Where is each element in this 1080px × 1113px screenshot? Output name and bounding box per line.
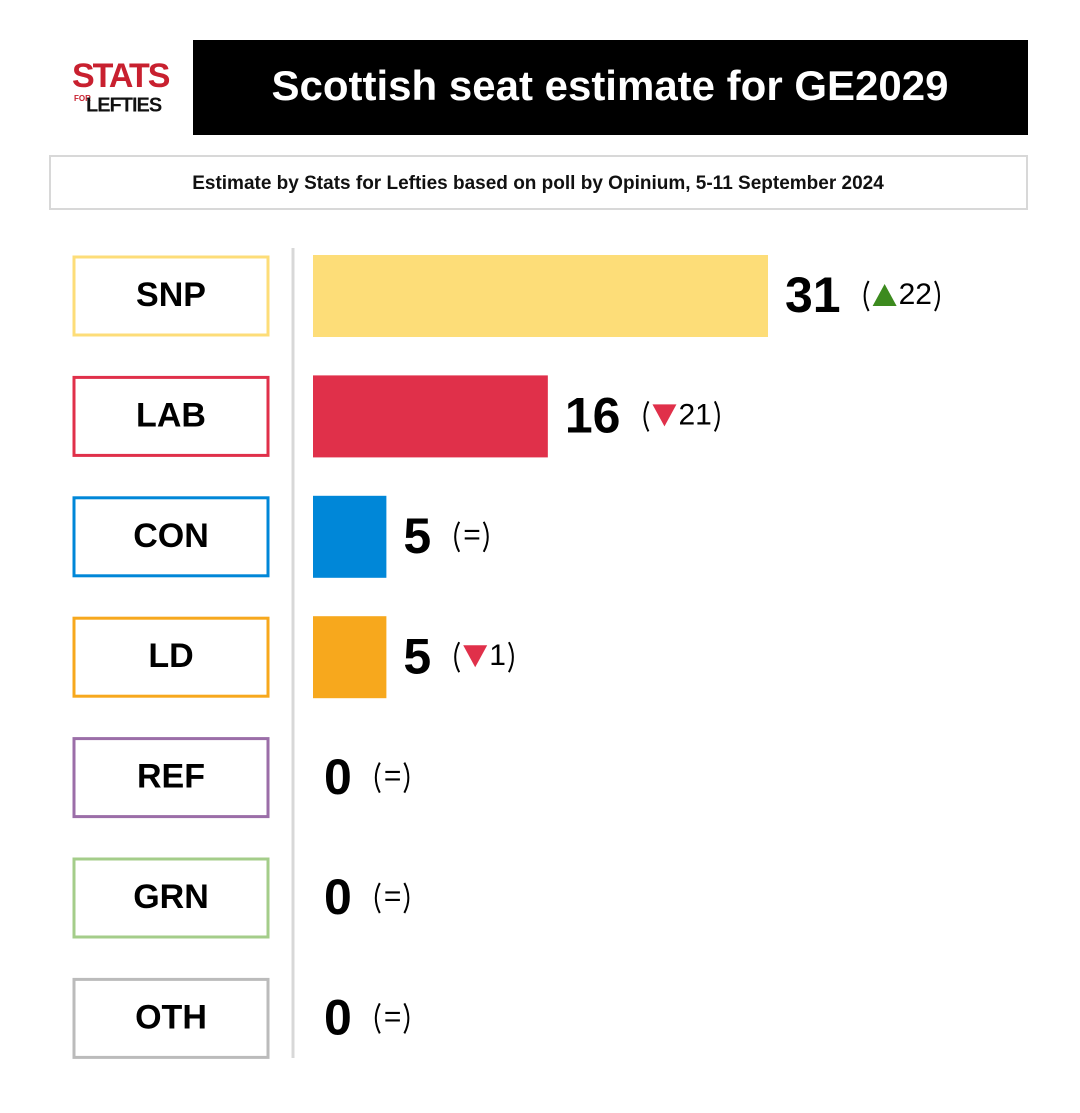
category-box — [72, 977, 270, 1059]
value-label: 5 — [403, 508, 431, 564]
category-box — [72, 616, 270, 698]
value-label: 0 — [324, 869, 352, 925]
category-label: CON — [133, 517, 209, 555]
change-arrow — [872, 284, 897, 306]
logo: STATS FOR LEFTIES — [72, 57, 172, 116]
logo-small: FOR — [74, 94, 91, 103]
paren — [374, 882, 381, 914]
change-arrow — [463, 645, 488, 668]
category-label: LD — [148, 637, 193, 675]
paren — [863, 280, 870, 312]
category-box — [72, 737, 270, 819]
category-label: OTH — [135, 998, 207, 1036]
paren — [374, 762, 381, 794]
category-label: GRN — [133, 878, 209, 916]
change-arrow — [652, 404, 677, 427]
logo-top: STATS — [72, 57, 170, 95]
bar — [313, 255, 768, 337]
paren — [934, 280, 940, 312]
category-label: REF — [137, 758, 205, 796]
paren — [643, 400, 650, 432]
value-label: 16 — [565, 388, 621, 444]
paren — [454, 521, 461, 553]
paren — [713, 400, 720, 432]
change-label: = — [384, 760, 402, 793]
paren — [454, 641, 461, 673]
paren — [403, 882, 410, 914]
value-label: 31 — [785, 267, 841, 323]
change-label: 21 — [678, 398, 711, 431]
change-label: 22 — [899, 278, 932, 311]
change-label: = — [384, 1000, 402, 1033]
change-label: = — [463, 519, 481, 552]
paren — [403, 1002, 410, 1034]
change-label: = — [384, 880, 402, 913]
paren — [482, 521, 489, 553]
paren — [403, 762, 410, 794]
value-label: 0 — [324, 990, 352, 1046]
value-label: 0 — [324, 749, 352, 805]
logo-bottom: LEFTIES — [86, 94, 162, 116]
change-label: 1 — [489, 639, 506, 672]
chart-subtitle: Estimate by Stats for Lefties based on p… — [192, 173, 884, 194]
category-box — [72, 857, 270, 939]
subtitle-box — [49, 155, 1028, 210]
bar — [313, 616, 387, 699]
category-box — [72, 255, 270, 337]
value-label: 5 — [403, 628, 431, 684]
category-label: LAB — [136, 396, 206, 434]
bar — [313, 495, 387, 578]
category-box — [72, 496, 270, 578]
chart-title: Scottish seat estimate for GE2029 — [272, 62, 949, 109]
title-box — [193, 40, 1028, 135]
paren — [374, 1002, 381, 1034]
category-label: SNP — [136, 276, 206, 314]
bar — [313, 375, 548, 458]
category-box — [72, 375, 270, 457]
paren — [507, 641, 514, 673]
